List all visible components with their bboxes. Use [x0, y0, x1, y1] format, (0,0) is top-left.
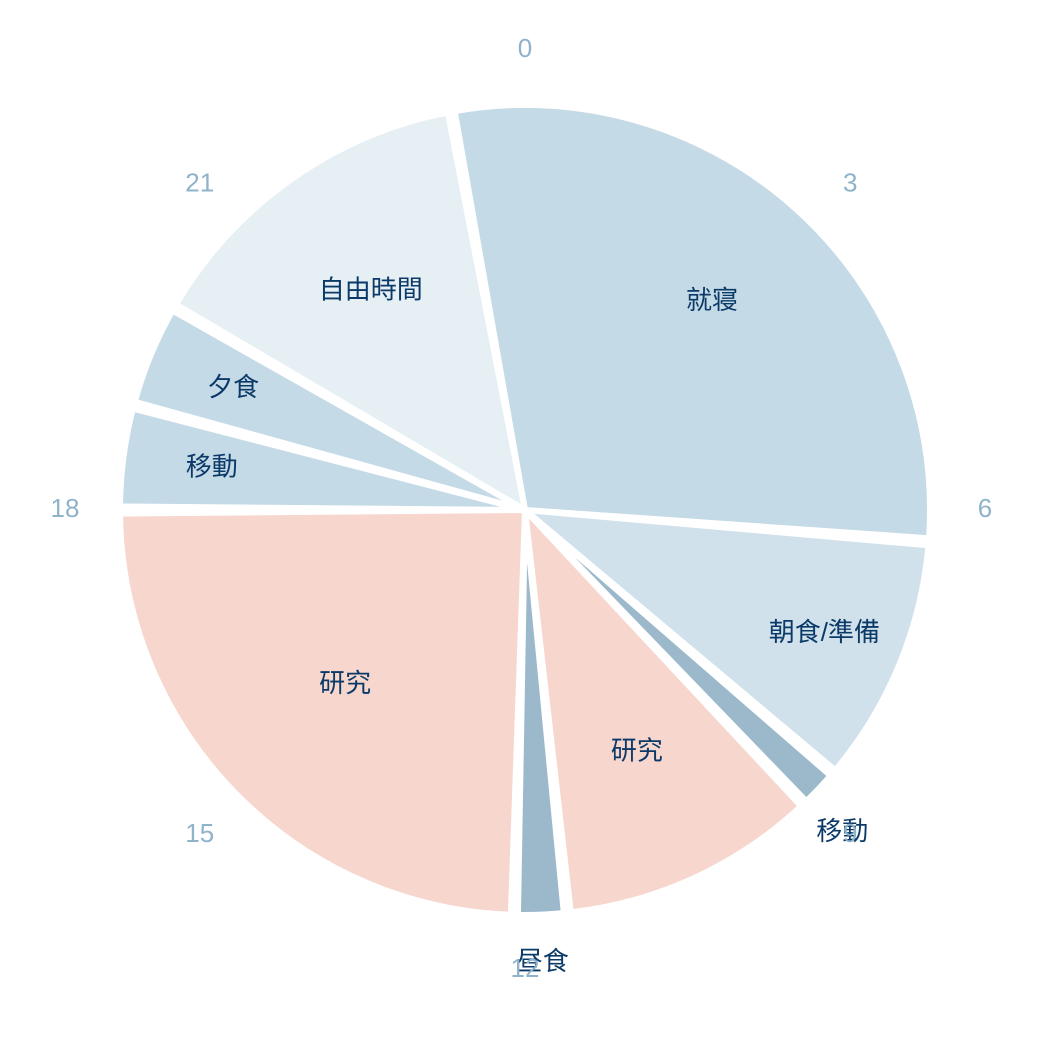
slice-label: 研究: [319, 668, 371, 698]
hour-label: 3: [843, 168, 857, 198]
slice-label: 夕食: [207, 372, 259, 402]
hour-label: 12: [511, 953, 540, 983]
hour-label: 9: [843, 818, 857, 848]
slice-label: 就寝: [686, 285, 738, 315]
hour-label: 21: [185, 168, 214, 198]
hour-label: 15: [185, 818, 214, 848]
slice-label: 朝食/準備: [769, 617, 880, 647]
clock-pie-chart: 就寝朝食/準備移動研究昼食研究移動夕食自由時間036912151821: [0, 0, 1050, 1052]
slice-label: 研究: [611, 736, 663, 766]
slice-label: 自由時間: [319, 275, 423, 305]
slice-label: 移動: [186, 452, 238, 482]
hour-label: 6: [978, 493, 992, 523]
hour-label: 18: [51, 493, 80, 523]
hour-label: 0: [518, 33, 532, 63]
